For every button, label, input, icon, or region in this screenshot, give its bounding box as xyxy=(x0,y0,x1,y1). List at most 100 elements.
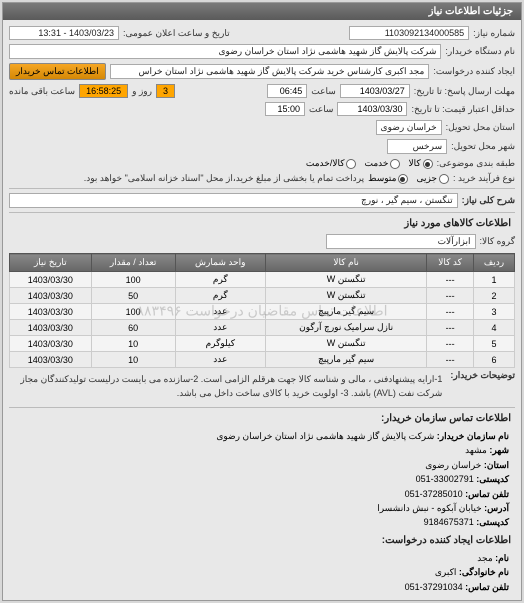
table-cell: گرم xyxy=(175,288,265,304)
zip-label: کدپستی: xyxy=(476,517,509,527)
public-date-value: 1403/03/23 - 13:31 xyxy=(9,26,119,40)
table-cell: --- xyxy=(427,320,474,336)
table-cell: 2 xyxy=(473,288,514,304)
deadline-reply-time: 06:45 xyxy=(267,84,307,98)
table-cell: نازل سرامیک نورچ آرگون xyxy=(265,320,426,336)
radio-service-label: خدمت xyxy=(364,158,388,169)
table-cell: عدد xyxy=(175,304,265,320)
delivery-province-label: استان محل تحویل: xyxy=(446,122,515,133)
need-info-panel: جزئیات اطلاعات نیاز شماره نیاز: 11030921… xyxy=(2,2,522,601)
table-cell: --- xyxy=(427,272,474,288)
need-title-label: شرح کلی نیاز: xyxy=(462,195,515,206)
buyer-notes-label: توضیحات خریدار: xyxy=(450,370,515,381)
validity-time-label: ساعت xyxy=(309,104,334,115)
table-row: 6---سیم گیر مارپیچعدد101403/03/30 xyxy=(10,352,515,368)
radio-small[interactable]: جزیی xyxy=(416,173,449,184)
table-cell: 100 xyxy=(91,304,175,320)
table-cell: 50 xyxy=(91,288,175,304)
address-value: خیابان آبکوه - نبش دانشسرا xyxy=(377,503,481,513)
table-cell: 1403/03/30 xyxy=(10,288,92,304)
purchase-type-note: پرداخت تمام یا بخشی از مبلغ خرید،از محل … xyxy=(9,173,364,184)
table-cell: سیم گیر مارپیچ xyxy=(265,304,426,320)
table-cell: 60 xyxy=(91,320,175,336)
requester-value: مجد اکبری کارشناس خرید شرکت پالایش گاز ش… xyxy=(110,64,430,79)
goods-section-title: اطلاعات کالاهای مورد نیاز xyxy=(9,215,515,232)
radio-goods-label: کالا xyxy=(408,158,420,169)
table-cell: کیلوگرم xyxy=(175,336,265,352)
category-label: طبقه بندی موضوعی: xyxy=(437,158,515,169)
remaining-label: ساعت باقی مانده xyxy=(9,86,75,97)
table-row: 5---تنگستن Wکیلوگرم101403/03/30 xyxy=(10,336,515,352)
radio-dot-icon xyxy=(423,159,433,169)
table-cell: --- xyxy=(427,336,474,352)
table-row: 4---نازل سرامیک نورچ آرگونعدد601403/03/3… xyxy=(10,320,515,336)
phone-value: 37285010-051 xyxy=(405,489,463,499)
purchase-type-radio-group: جزیی متوسط xyxy=(368,173,449,184)
table-cell: 100 xyxy=(91,272,175,288)
table-cell: --- xyxy=(427,304,474,320)
validity-time: 15:00 xyxy=(265,102,305,116)
days-label: روز و xyxy=(132,86,152,97)
table-cell: عدد xyxy=(175,352,265,368)
delivery-city-value: سرخس xyxy=(387,139,447,154)
radio-medium[interactable]: متوسط xyxy=(368,173,408,184)
table-header: کد کالا xyxy=(427,254,474,272)
name-label: نام: xyxy=(495,553,509,563)
table-cell: 6 xyxy=(473,352,514,368)
requester-label: ایجاد کننده درخواست: xyxy=(433,66,515,77)
number-label: شماره نیاز: xyxy=(473,28,515,39)
table-header: ردیف xyxy=(473,254,514,272)
validity-date: 1403/03/30 xyxy=(337,102,407,116)
days-remaining: 3 xyxy=(156,84,175,98)
radio-dot-icon xyxy=(439,174,449,184)
table-cell: 1403/03/30 xyxy=(10,352,92,368)
category-radio-group: کالا خدمت کالا/خدمت xyxy=(306,158,433,169)
delivery-city-label: شهر محل تحویل: xyxy=(451,141,515,152)
table-cell: تنگستن W xyxy=(265,272,426,288)
table-header: واحد شمارش xyxy=(175,254,265,272)
radio-service[interactable]: خدمت xyxy=(364,158,400,169)
province-label: استان: xyxy=(484,460,509,470)
radio-dot-icon xyxy=(346,159,356,169)
purchase-type-label: نوع فرآیند خرید : xyxy=(453,173,515,184)
contact-buyer-button[interactable]: اطلاعات تماس خریدار xyxy=(9,63,106,80)
city-value: مشهد xyxy=(465,445,487,455)
table-row: 3---سیم گیر مارپیچعدد1001403/03/30 xyxy=(10,304,515,320)
table-cell: 5 xyxy=(473,336,514,352)
name-value: مجد xyxy=(477,553,492,563)
radio-dot-icon xyxy=(390,159,400,169)
deadline-time-label: ساعت xyxy=(311,86,336,97)
table-cell: 1 xyxy=(473,272,514,288)
buyer-org-label: نام دستگاه خریدار: xyxy=(445,46,515,57)
table-row: 2---تنگستن Wگرم501403/03/30 xyxy=(10,288,515,304)
table-cell: --- xyxy=(427,288,474,304)
buyer-notes: 1-ارایه پیشنهادفنی ، مالی و شناسه کالا ج… xyxy=(9,370,446,403)
contact-section-title: اطلاعات تماس سازمان خریدار: xyxy=(9,410,515,427)
validity-label: حداقل اعتبار قیمت: تا تاریخ: xyxy=(411,104,515,115)
creator-section-title: اطلاعات ایجاد کننده درخواست: xyxy=(9,532,515,549)
radio-dot-icon xyxy=(398,174,408,184)
table-cell: 4 xyxy=(473,320,514,336)
table-cell: گرم xyxy=(175,272,265,288)
postal-label: کدپستی: xyxy=(476,474,509,484)
goods-table: ردیفکد کالانام کالاواحد شمارشتعداد / مقد… xyxy=(9,253,515,368)
contact-block: نام سازمان خریدار: شرکت پالایش گاز شهید … xyxy=(9,427,515,532)
goods-group-label: گروه کالا: xyxy=(480,236,515,247)
radio-goods-service[interactable]: کالا/خدمت xyxy=(306,158,357,169)
deadline-reply-label: مهلت ارسال پاسخ: تا تاریخ: xyxy=(414,86,515,97)
public-date-label: تاریخ و ساعت اعلان عمومی: xyxy=(123,28,230,39)
table-header: نام کالا xyxy=(265,254,426,272)
table-cell: 1403/03/30 xyxy=(10,304,92,320)
province-value: خراسان رضوی xyxy=(425,460,481,470)
table-cell: 1403/03/30 xyxy=(10,272,92,288)
goods-group-value: ابزارآلات xyxy=(326,234,476,249)
org-label: نام سازمان خریدار: xyxy=(437,431,509,441)
buyer-org-value: شرکت پالایش گاز شهید هاشمی نژاد استان خر… xyxy=(9,44,441,59)
creator-phone-label: تلفن تماس: xyxy=(465,582,509,592)
radio-medium-label: متوسط xyxy=(368,173,396,184)
postal-value: 33002791-051 xyxy=(416,474,474,484)
panel-header: جزئیات اطلاعات نیاز xyxy=(3,3,521,20)
table-cell: 1403/03/30 xyxy=(10,336,92,352)
table-row: 1---تنگستن Wگرم1001403/03/30 xyxy=(10,272,515,288)
radio-goods[interactable]: کالا xyxy=(408,158,432,169)
